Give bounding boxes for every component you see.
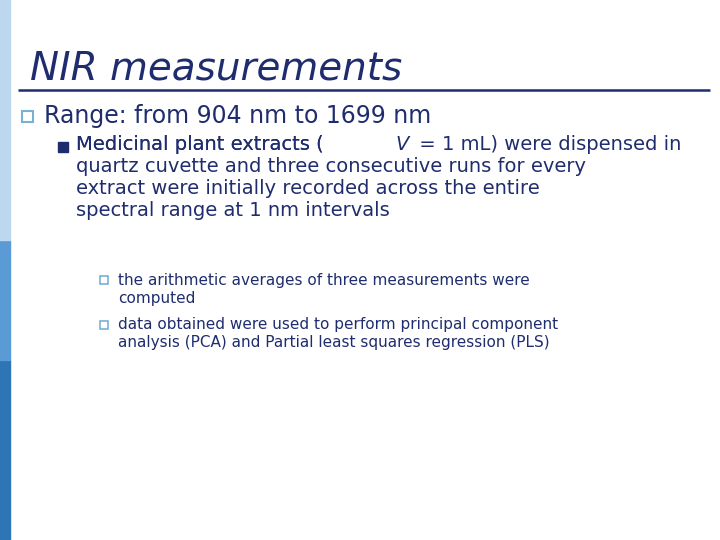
Bar	[0, 240, 10, 360]
Text: V: V	[395, 136, 409, 154]
Text: Medicinal plant extracts (: Medicinal plant extracts (	[76, 136, 323, 154]
Text: Range: from 904 nm to 1699 nm: Range: from 904 nm to 1699 nm	[44, 104, 431, 128]
Bar	[100, 321, 108, 329]
Text: extract were initially recorded across the entire: extract were initially recorded across t…	[76, 179, 540, 199]
Text: the arithmetic averages of three measurements were: the arithmetic averages of three measure…	[118, 273, 530, 287]
Bar	[0, 360, 10, 540]
Text: = 1 mL) were dispensed in: = 1 mL) were dispensed in	[413, 136, 681, 154]
Bar	[0, 0, 10, 240]
Bar	[100, 276, 108, 284]
Text: quartz cuvette and three consecutive runs for every: quartz cuvette and three consecutive run…	[76, 158, 586, 177]
Bar	[58, 142, 68, 152]
Text: computed: computed	[118, 291, 195, 306]
Text: Medicinal plant extracts (: Medicinal plant extracts (	[76, 136, 323, 154]
Bar	[22, 111, 33, 122]
Text: data obtained were used to perform principal component: data obtained were used to perform princ…	[118, 318, 558, 333]
Text: spectral range at 1 nm intervals: spectral range at 1 nm intervals	[76, 201, 390, 220]
Text: NIR measurements: NIR measurements	[30, 50, 402, 88]
Text: analysis (PCA) and Partial least squares regression (PLS): analysis (PCA) and Partial least squares…	[118, 335, 549, 350]
